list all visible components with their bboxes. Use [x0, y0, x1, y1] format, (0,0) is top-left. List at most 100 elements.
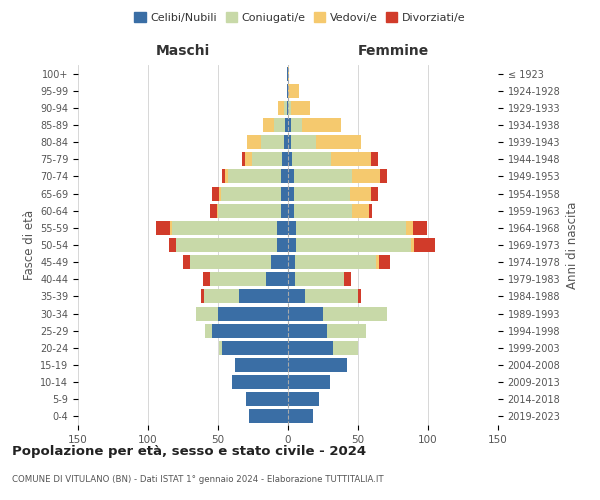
Bar	[295, 272, 344, 286]
Bar	[371, 186, 377, 200]
Bar	[380, 170, 388, 183]
Bar	[205, 324, 212, 338]
Bar	[209, 204, 217, 218]
Bar	[235, 358, 288, 372]
Bar	[221, 186, 281, 200]
Bar	[170, 221, 172, 235]
Legend: Celibi/Nubili, Coniugati/e, Vedovi/e, Divorziati/e: Celibi/Nubili, Coniugati/e, Vedovi/e, Di…	[130, 8, 470, 28]
Bar	[291, 118, 302, 132]
Bar	[288, 170, 293, 183]
Bar	[277, 238, 288, 252]
Bar	[323, 306, 388, 320]
Bar	[251, 152, 283, 166]
Bar	[331, 152, 371, 166]
Bar	[413, 221, 427, 235]
Bar	[414, 238, 435, 252]
Bar	[176, 238, 277, 252]
Bar	[288, 84, 299, 98]
Bar	[293, 186, 350, 200]
Bar	[316, 135, 361, 149]
Bar	[288, 255, 295, 269]
Bar	[288, 272, 295, 286]
Text: Maschi: Maschi	[156, 44, 210, 58]
Bar	[352, 170, 380, 183]
Bar	[288, 358, 347, 372]
Bar	[296, 221, 406, 235]
Bar	[220, 341, 222, 355]
Bar	[239, 290, 288, 304]
Text: COMUNE DI VITULANO (BN) - Dati ISTAT 1° gennaio 2024 - Elaborazione TUTTITALIA.I: COMUNE DI VITULANO (BN) - Dati ISTAT 1° …	[12, 475, 383, 484]
Text: Popolazione per età, sesso e stato civile - 2024: Popolazione per età, sesso e stato civil…	[12, 445, 366, 458]
Bar	[288, 221, 296, 235]
Bar	[281, 204, 288, 218]
Bar	[287, 101, 288, 115]
Bar	[277, 221, 288, 235]
Bar	[288, 238, 296, 252]
Y-axis label: Fasce di età: Fasce di età	[23, 210, 36, 280]
Bar	[281, 170, 288, 183]
Bar	[209, 272, 266, 286]
Bar	[288, 204, 293, 218]
Bar	[288, 306, 323, 320]
Bar	[271, 255, 288, 269]
Y-axis label: Anni di nascita: Anni di nascita	[566, 202, 579, 288]
Bar	[212, 186, 220, 200]
Bar	[327, 324, 367, 338]
Bar	[278, 101, 284, 115]
Bar	[288, 66, 289, 80]
Bar	[222, 170, 225, 183]
Bar	[232, 375, 288, 389]
Bar	[288, 392, 319, 406]
Bar	[249, 410, 288, 424]
Bar	[218, 306, 288, 320]
Bar	[225, 170, 228, 183]
Bar	[291, 135, 316, 149]
Bar	[246, 392, 288, 406]
Bar	[288, 410, 313, 424]
Bar	[247, 135, 262, 149]
Bar	[228, 170, 281, 183]
Bar	[344, 272, 351, 286]
Bar	[204, 290, 239, 304]
Bar	[281, 186, 288, 200]
Bar	[411, 238, 414, 252]
Bar	[371, 152, 377, 166]
Bar	[406, 221, 413, 235]
Bar	[157, 221, 170, 235]
Bar	[302, 118, 341, 132]
Bar	[183, 255, 190, 269]
Bar	[291, 101, 310, 115]
Bar	[352, 204, 369, 218]
Text: Femmine: Femmine	[358, 44, 428, 58]
Bar	[288, 101, 291, 115]
Bar	[203, 272, 209, 286]
Bar	[292, 152, 331, 166]
Bar	[263, 118, 274, 132]
Bar	[217, 204, 218, 218]
Bar	[284, 101, 287, 115]
Bar	[212, 324, 288, 338]
Bar	[284, 135, 288, 149]
Bar	[369, 204, 372, 218]
Bar	[222, 341, 288, 355]
Bar	[296, 238, 411, 252]
Bar	[285, 118, 288, 132]
Bar	[196, 306, 218, 320]
Bar	[201, 290, 204, 304]
Bar	[288, 135, 291, 149]
Bar	[333, 341, 358, 355]
Bar	[262, 135, 284, 149]
Bar	[305, 290, 358, 304]
Bar	[288, 186, 293, 200]
Bar	[245, 152, 251, 166]
Bar	[288, 341, 333, 355]
Bar	[293, 204, 352, 218]
Bar	[172, 221, 277, 235]
Bar	[266, 272, 288, 286]
Bar	[376, 255, 379, 269]
Bar	[274, 118, 285, 132]
Bar	[350, 186, 371, 200]
Bar	[288, 118, 291, 132]
Bar	[288, 152, 292, 166]
Bar	[288, 375, 330, 389]
